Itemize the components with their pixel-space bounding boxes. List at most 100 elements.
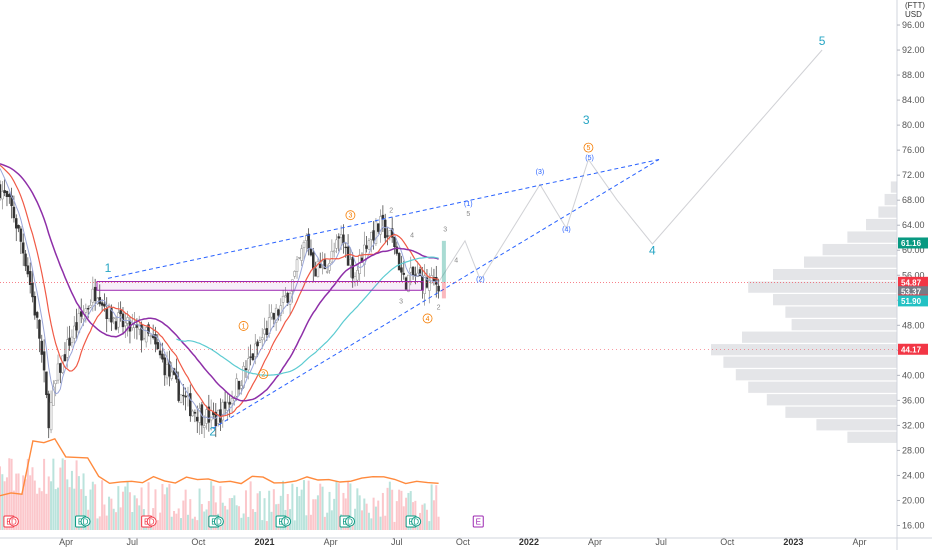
event-marker-split[interactable] bbox=[281, 516, 292, 527]
wave-label-intermediate[interactable]: 4 bbox=[426, 316, 430, 323]
volume-profile-row bbox=[773, 269, 897, 281]
candle-body bbox=[144, 327, 148, 343]
volume-bar bbox=[43, 458, 46, 530]
candle-body bbox=[330, 250, 334, 263]
candle-body bbox=[179, 394, 183, 403]
drawings bbox=[0, 49, 897, 429]
wave-label-main[interactable]: 2 bbox=[209, 424, 216, 438]
price-axis-panel[interactable] bbox=[897, 0, 932, 550]
candle-body bbox=[3, 190, 6, 194]
event-marker-split[interactable] bbox=[8, 516, 19, 527]
volume-bar bbox=[363, 498, 366, 530]
event-marker-split[interactable] bbox=[213, 516, 224, 527]
volume-bar bbox=[302, 480, 305, 530]
candle-body bbox=[168, 361, 171, 377]
candle-body bbox=[423, 275, 426, 294]
event-marker-split[interactable] bbox=[345, 516, 356, 527]
wave-label-intermediate[interactable]: 2 bbox=[261, 372, 265, 379]
x-tick-label: 2023 bbox=[783, 537, 803, 547]
volume-bar bbox=[409, 491, 412, 530]
wave-label-minor[interactable]: (1) bbox=[464, 201, 473, 208]
event-glyph: E bbox=[6, 518, 11, 527]
wave-label-sub[interactable]: 2 bbox=[389, 208, 393, 215]
candle-body bbox=[293, 271, 296, 277]
wave-label-minor[interactable]: (5) bbox=[585, 155, 594, 162]
position-target[interactable] bbox=[441, 240, 446, 283]
candle-body bbox=[316, 261, 320, 277]
position-stop[interactable] bbox=[441, 282, 446, 299]
volume-bar bbox=[300, 489, 303, 530]
wave-label-sub[interactable]: 3 bbox=[399, 298, 403, 305]
candle-body bbox=[318, 263, 322, 269]
wave-label-intermediate[interactable]: 3 bbox=[348, 213, 352, 220]
event-glyph: D bbox=[149, 518, 155, 527]
event-glyph: E bbox=[278, 518, 283, 527]
volume-bar bbox=[177, 508, 180, 530]
candle-body bbox=[119, 310, 122, 315]
candle-body bbox=[31, 283, 34, 298]
volume-profile-row bbox=[847, 431, 897, 443]
volume-bar bbox=[36, 493, 39, 530]
wave-label-intermediate[interactable]: 1 bbox=[242, 323, 246, 330]
lower-trendline[interactable] bbox=[212, 159, 660, 429]
wave-label-intermediate[interactable]: 5 bbox=[586, 145, 590, 152]
wave-label-minor[interactable]: (2) bbox=[476, 277, 485, 284]
wave-label-sub[interactable]: 4 bbox=[454, 258, 458, 265]
candle-body bbox=[91, 288, 95, 303]
candle-body bbox=[165, 364, 169, 379]
volume-bar bbox=[101, 480, 104, 530]
volume-bar bbox=[5, 477, 8, 530]
volume-bar bbox=[159, 512, 162, 530]
volume-bar bbox=[384, 515, 387, 530]
wave-label-minor[interactable]: (4) bbox=[562, 226, 571, 233]
event-glyph: D bbox=[11, 518, 17, 527]
y-tick-label: 32.00 bbox=[902, 420, 925, 430]
support-zone[interactable] bbox=[96, 281, 424, 291]
price-badge bbox=[898, 286, 928, 298]
candle-body bbox=[86, 308, 90, 310]
volume-bar bbox=[379, 516, 382, 530]
volume-bar bbox=[96, 518, 99, 530]
wave-label-main[interactable]: 3 bbox=[583, 113, 590, 127]
volume-bar bbox=[240, 517, 243, 530]
price-badge bbox=[898, 343, 928, 355]
event-marker-upcoming[interactable] bbox=[472, 515, 484, 528]
volume-bar bbox=[31, 467, 34, 530]
wave-projection[interactable] bbox=[438, 49, 823, 283]
candle-body bbox=[235, 378, 238, 397]
volume-bar bbox=[432, 500, 435, 530]
wave-label-sub[interactable]: 5 bbox=[466, 211, 470, 218]
wave-label-sub[interactable]: 4 bbox=[410, 233, 414, 240]
candle-body bbox=[258, 340, 262, 343]
candle-body bbox=[376, 223, 380, 232]
event-marker-split[interactable] bbox=[80, 516, 91, 527]
volume-bar bbox=[170, 516, 173, 530]
volume-bar bbox=[38, 487, 41, 530]
candle-body bbox=[184, 395, 187, 398]
volume-bar bbox=[316, 495, 319, 530]
event-marker-split[interactable] bbox=[146, 516, 157, 527]
wave-label-main[interactable]: 1 bbox=[105, 261, 112, 275]
volume-bar bbox=[193, 516, 196, 530]
volume-bar bbox=[124, 486, 127, 530]
candle-body bbox=[335, 239, 338, 249]
wave-label-sub[interactable]: 2 bbox=[437, 305, 441, 312]
volume-bar bbox=[108, 496, 111, 530]
wave-label-sub[interactable]: 3 bbox=[443, 226, 447, 233]
candle-body bbox=[38, 319, 41, 339]
wave-label-main[interactable]: 4 bbox=[649, 244, 656, 258]
volume-bar bbox=[367, 512, 370, 530]
candle-body bbox=[265, 328, 269, 336]
wave-label-minor[interactable]: (3) bbox=[536, 169, 545, 176]
upper-trendline[interactable] bbox=[107, 159, 660, 279]
wave-label-main[interactable]: 5 bbox=[819, 34, 826, 48]
volume-bar bbox=[326, 512, 329, 530]
volume-bar bbox=[398, 489, 401, 530]
volume-profile-row bbox=[748, 281, 897, 293]
y-tick-label: 16.00 bbox=[902, 520, 925, 530]
volume-bar bbox=[196, 520, 199, 530]
event-marker-split[interactable] bbox=[411, 516, 422, 527]
candle-body bbox=[404, 277, 408, 290]
candle-body bbox=[279, 305, 283, 316]
